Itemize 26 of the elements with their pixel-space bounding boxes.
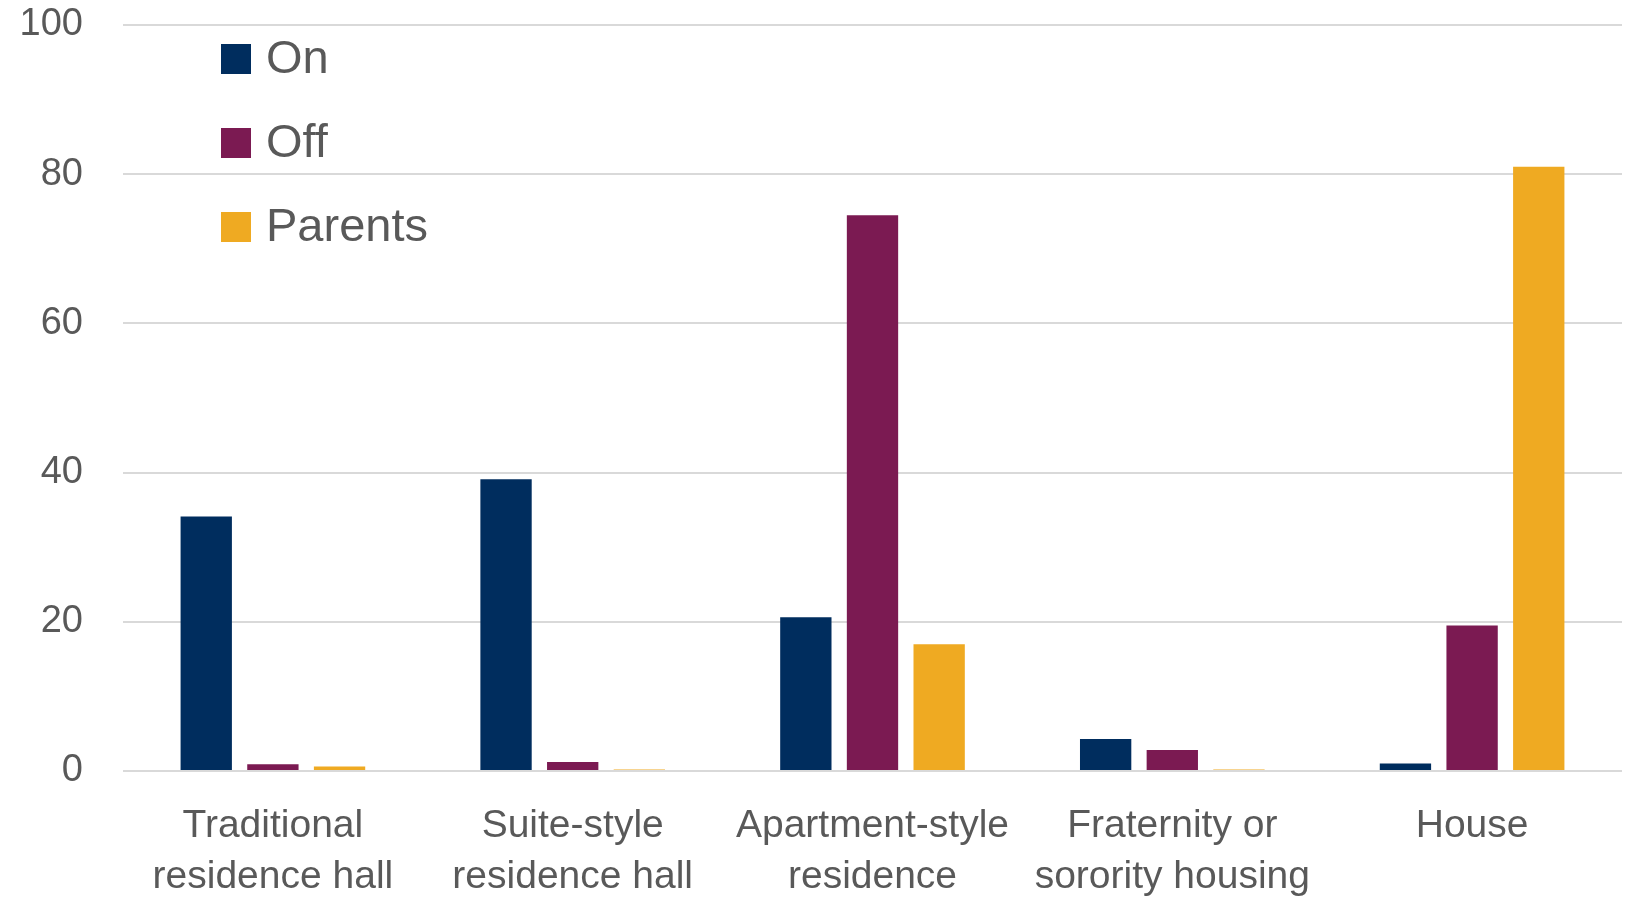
legend-label: Parents — [266, 197, 428, 251]
bar — [1446, 625, 1498, 770]
y-tick-label: 80 — [40, 150, 83, 193]
y-tick-label: 60 — [40, 299, 83, 342]
bar — [913, 644, 965, 770]
bar — [180, 516, 232, 770]
x-tick-label: Traditional residence hall — [152, 802, 394, 896]
bar — [780, 617, 832, 770]
x-tick-label: House — [1415, 802, 1529, 846]
bar — [1513, 166, 1565, 770]
bar — [1146, 750, 1198, 770]
bar — [247, 764, 299, 770]
y-tick-label: 0 — [61, 747, 83, 790]
y-tick-label: 20 — [40, 598, 83, 641]
bar — [1379, 763, 1432, 770]
legend-label: Off — [266, 113, 329, 167]
bar — [1079, 738, 1132, 770]
legend-label: On — [266, 29, 329, 83]
bar — [846, 215, 899, 770]
bar — [480, 479, 532, 770]
x-tick-label: Fraternity or sorority housing — [1034, 802, 1310, 896]
bar — [547, 762, 599, 770]
x-tick-label: Suite-style residence hall — [452, 802, 694, 896]
y-tick-label: 40 — [40, 449, 83, 492]
x-tick-label: Apartment-style residence — [735, 802, 1010, 896]
y-tick-label: 100 — [19, 1, 83, 44]
